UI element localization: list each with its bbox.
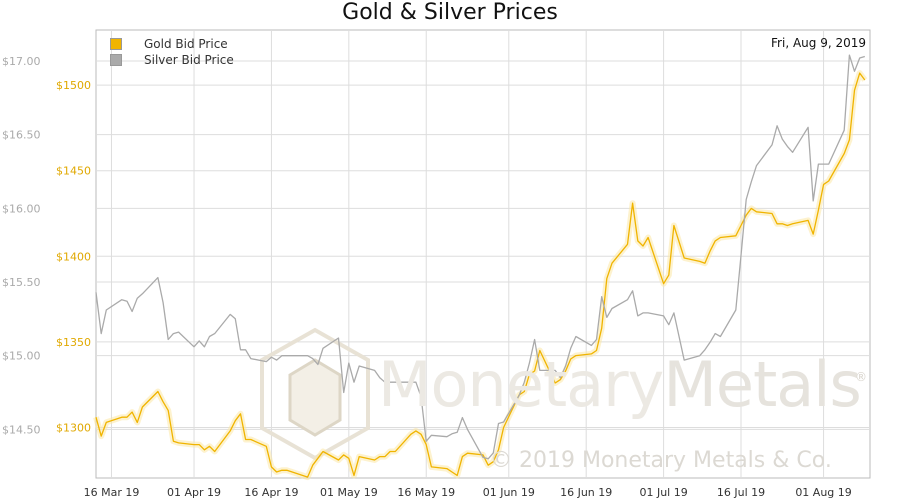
legend-item-gold[interactable]: Gold Bid Price — [110, 36, 234, 52]
x-tick-label: 16 Apr 19 — [244, 486, 298, 499]
series-line-gold — [95, 72, 866, 478]
y-right-tick-label: $1450 — [56, 165, 91, 178]
series-line-silver — [95, 54, 865, 460]
date-label: Fri, Aug 9, 2019 — [771, 36, 866, 50]
watermark-brand: MonetaryMetals — [378, 348, 862, 421]
y-right-tick-label: $1400 — [56, 250, 91, 263]
x-tick-label: 16 May 19 — [397, 486, 455, 499]
y-left-tick-label: $17.00 — [2, 55, 41, 68]
x-tick-label: 01 Aug 19 — [795, 486, 851, 499]
x-tick-label: 01 Apr 19 — [167, 486, 221, 499]
y-right-tick-label: $1500 — [56, 79, 91, 92]
axis-layer: $14.50 $15.00 $15.50 $16.00 $16.50 $17.00 $130… — [2, 55, 852, 499]
legend: Gold Bid Price Silver Bid Price — [110, 36, 234, 68]
legend-swatch-gold — [110, 38, 122, 50]
watermark-registered: ® — [855, 370, 867, 384]
y-left-tick-label: $16.50 — [2, 129, 41, 142]
legend-swatch-silver — [110, 54, 122, 66]
x-tick-label: 01 Jul 19 — [639, 486, 687, 499]
x-tick-label: 01 Jun 19 — [483, 486, 535, 499]
watermark-logo — [260, 327, 370, 461]
plot-frame — [95, 29, 871, 479]
y-right-tick-label: $1350 — [56, 336, 91, 349]
y-left-tick-label: $16.00 — [2, 202, 41, 215]
watermark-copyright: © 2019 Monetary Metals & Co. — [490, 448, 832, 473]
legend-label-silver: Silver Bid Price — [144, 53, 234, 67]
x-tick-label: 16 Jun 19 — [560, 486, 612, 499]
y-left-tick-label: $15.50 — [2, 276, 41, 289]
legend-label-gold: Gold Bid Price — [144, 37, 228, 51]
x-tick-label: 01 May 19 — [320, 486, 378, 499]
x-tick-label: 16 Mar 19 — [84, 486, 140, 499]
y-left-tick-label: $15.00 — [2, 350, 41, 363]
x-tick-label: 16 Jul 19 — [717, 486, 765, 499]
legend-item-silver[interactable]: Silver Bid Price — [110, 52, 234, 68]
series-layer — [93, 54, 868, 481]
y-left-tick-label: $14.50 — [2, 423, 41, 436]
chart-title: Gold & Silver Prices — [342, 0, 558, 25]
y-right-tick-label: $1300 — [56, 421, 91, 434]
grid-layer — [95, 29, 871, 479]
watermark-brand-bold: Metals — [663, 348, 861, 421]
watermark-brand-light: Monetary — [378, 348, 664, 421]
